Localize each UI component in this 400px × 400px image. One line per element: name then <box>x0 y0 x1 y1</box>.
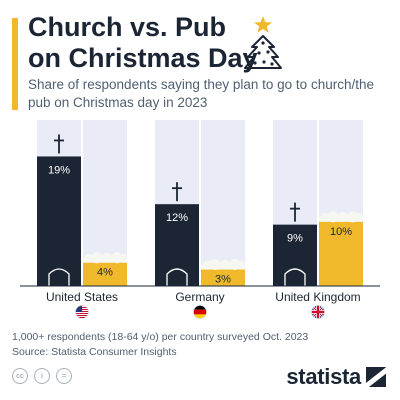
source-note: Source: Statista Consumer Insights <box>12 346 177 358</box>
church-bar <box>273 224 317 286</box>
bar-chart: 19% 4% United States 12% 3% Germany 9% 10% Unite… <box>20 120 380 319</box>
license-icons: cc i = <box>12 368 72 384</box>
church-bar <box>155 204 199 286</box>
creative-commons-icon[interactable]: cc <box>12 368 28 384</box>
statista-logo-icon <box>366 367 386 387</box>
church-value-label: 19% <box>48 164 70 176</box>
uk-flag-icon <box>311 305 325 319</box>
us-flag-icon <box>75 305 89 319</box>
beer-foam-icon <box>201 259 245 271</box>
church-door-icon <box>48 268 70 286</box>
church-door-icon <box>166 268 188 286</box>
category-label: United Kingdom <box>275 290 360 304</box>
category-label: Germany <box>175 290 224 304</box>
church-value-label: 12% <box>166 212 188 224</box>
beer-foam-icon <box>319 211 363 223</box>
church-door-icon <box>284 268 306 286</box>
pub-value-label: 4% <box>97 267 113 279</box>
church-bar <box>37 156 81 286</box>
christmas-tree-icon <box>244 16 282 69</box>
pub-value-label: 3% <box>215 274 231 286</box>
statista-logo[interactable]: statista <box>286 364 386 390</box>
beer-foam-icon <box>83 252 127 264</box>
brand-name: statista <box>286 364 361 389</box>
church-value-label: 9% <box>287 233 303 245</box>
germany-flag-icon <box>193 305 207 319</box>
equals-icon[interactable]: = <box>56 368 72 384</box>
chart-subtitle: Share of respondents saying they plan to… <box>28 77 374 110</box>
attribution-icon[interactable]: i <box>34 368 50 384</box>
title-accent-bar <box>12 18 18 110</box>
category-label: United States <box>46 290 118 304</box>
pub-bar <box>83 258 127 286</box>
survey-note: 1,000+ respondents (18-64 y/o) per count… <box>12 331 309 343</box>
pub-bar <box>201 265 245 286</box>
chart-title: Church vs. Pub on Christmas Day <box>28 12 258 73</box>
pub-value-label: 10% <box>330 226 352 238</box>
pub-bar-background <box>201 120 245 286</box>
pub-bar <box>319 217 363 286</box>
